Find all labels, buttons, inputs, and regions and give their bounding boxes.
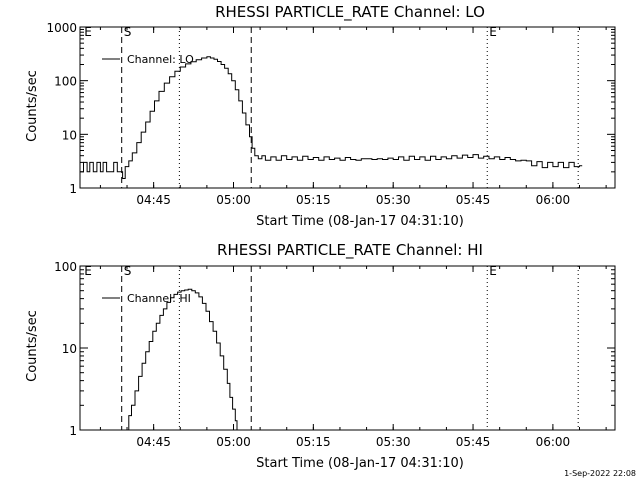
series-group bbox=[126, 288, 238, 431]
series-group bbox=[80, 56, 583, 179]
event-marker-label: S bbox=[124, 25, 132, 39]
y-tick-label: 1 bbox=[69, 424, 77, 438]
x-axis-label: Start Time (08-Jan-17 04:31:10) bbox=[256, 456, 464, 471]
y-tick-label: 10 bbox=[62, 128, 77, 142]
x-tick-label: 06:00 bbox=[536, 435, 571, 449]
event-marker-label: E bbox=[489, 25, 497, 39]
chart-panel-hi: RHESSI PARTICLE_RATE Channel: HI Start T… bbox=[25, 241, 616, 471]
event-marker-label: E bbox=[489, 264, 497, 278]
x-tick-label: 04:45 bbox=[136, 193, 171, 207]
x-tick-label: 06:00 bbox=[536, 193, 571, 207]
series-line bbox=[126, 288, 238, 431]
y-axis-label: Counts/sec bbox=[25, 70, 40, 142]
event-marker-label: E bbox=[84, 25, 92, 39]
y-tick-label: 100 bbox=[54, 260, 77, 274]
tick-group: 04:45 05:00 05:15 05:30 05:45 06:00 1 10 100 1000 bbox=[46, 21, 615, 207]
y-tick-label: 1000 bbox=[46, 21, 77, 35]
plot-frame bbox=[79, 26, 616, 189]
x-tick-label: 04:45 bbox=[136, 435, 171, 449]
x-tick-label: 05:00 bbox=[216, 193, 251, 207]
plot-frame bbox=[79, 265, 616, 431]
series-line bbox=[80, 56, 583, 179]
x-tick-label: 05:45 bbox=[456, 435, 491, 449]
legend: Channel: LO bbox=[102, 53, 194, 66]
chart-panel-lo: RHESSI PARTICLE_RATE Channel: LO Start T… bbox=[25, 3, 616, 229]
x-tick-label: 05:00 bbox=[216, 435, 251, 449]
chart-title: RHESSI PARTICLE_RATE Channel: LO bbox=[215, 3, 485, 22]
y-tick-label: 10 bbox=[62, 342, 77, 356]
x-axis-label: Start Time (08-Jan-17 04:31:10) bbox=[256, 214, 464, 229]
y-axis-label: Counts/sec bbox=[25, 310, 40, 382]
x-tick-label: 05:30 bbox=[376, 435, 411, 449]
chart-title: RHESSI PARTICLE_RATE Channel: HI bbox=[217, 241, 483, 260]
x-tick-label: 05:15 bbox=[296, 435, 331, 449]
legend-label: Channel: LO bbox=[127, 53, 194, 66]
x-tick-label: 05:15 bbox=[296, 193, 331, 207]
x-tick-label: 05:30 bbox=[376, 193, 411, 207]
timestamp-label: 1-Sep-2022 22:08 bbox=[564, 469, 636, 478]
tick-group: 04:45 05:00 05:15 05:30 05:45 06:00 1 10 100 bbox=[54, 260, 615, 449]
y-tick-label: 1 bbox=[69, 182, 77, 196]
y-tick-label: 100 bbox=[54, 75, 77, 89]
event-marker-label: S bbox=[124, 264, 132, 278]
legend-label: Channel: HI bbox=[127, 292, 191, 305]
legend: Channel: HI bbox=[102, 292, 191, 305]
x-tick-label: 05:45 bbox=[456, 193, 491, 207]
event-marker-label: E bbox=[84, 264, 92, 278]
